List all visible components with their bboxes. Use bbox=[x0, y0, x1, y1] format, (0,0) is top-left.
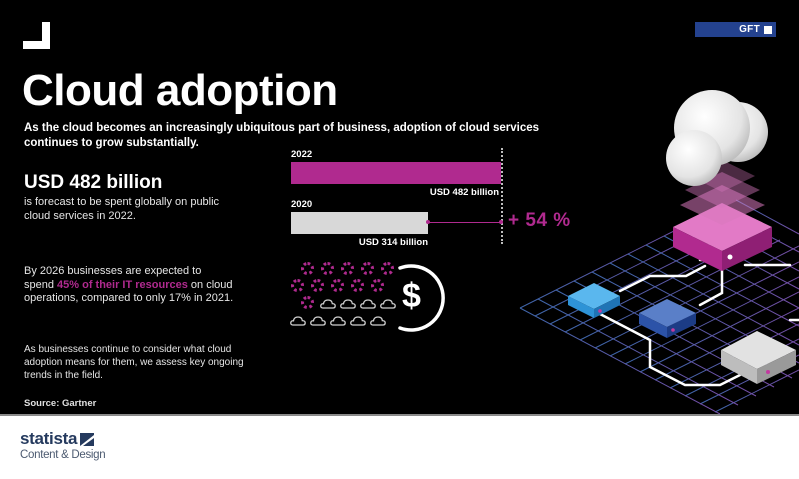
cloud-icon bbox=[350, 316, 366, 326]
reference-dotted-line bbox=[501, 148, 503, 244]
spending-bar-chart: 2022 USD 482 billion 2020 USD 314 billio… bbox=[291, 148, 571, 248]
cloud-3d-icon bbox=[666, 90, 768, 186]
cloud-icon bbox=[330, 316, 346, 326]
cloud-icon bbox=[290, 316, 306, 326]
cloud-network-illustration bbox=[519, 90, 799, 414]
para2-text-pre: By 2026 businesses are expected to spend bbox=[24, 265, 202, 291]
gear-icon bbox=[301, 262, 314, 275]
light-blue-server-icon bbox=[568, 283, 620, 318]
para2-highlight: 45% of their IT resources bbox=[57, 278, 188, 291]
brand-tag-label: GFT bbox=[739, 24, 760, 35]
gear-icon bbox=[351, 279, 364, 292]
value-label-2022: USD 482 billion bbox=[429, 187, 499, 198]
connector-dot-start bbox=[426, 220, 430, 224]
growth-connector-line bbox=[428, 222, 501, 223]
cloud-icon bbox=[360, 299, 376, 309]
page-subtitle: As the cloud becomes an increasingly ubi… bbox=[24, 122, 540, 149]
bar-2022 bbox=[291, 162, 501, 184]
growth-percentage: + 54 % bbox=[508, 210, 571, 231]
logo-name: statista bbox=[20, 429, 78, 448]
square-icon bbox=[764, 25, 772, 34]
gear-icon bbox=[341, 262, 354, 275]
trends-paragraph: As businesses continue to consider what … bbox=[24, 344, 244, 381]
para2-text-post: on cloud operations, compared to only 17… bbox=[24, 278, 234, 305]
cloud-icon bbox=[310, 316, 326, 326]
connector-dot-end bbox=[499, 220, 503, 224]
panel-divider bbox=[0, 414, 799, 416]
gray-server-icon bbox=[721, 331, 796, 384]
page-title: Cloud adoption bbox=[22, 66, 338, 115]
gear-icon bbox=[291, 279, 304, 292]
big-stat-value: USD 482 billion bbox=[24, 172, 163, 193]
infographic-panel: GFT Cloud adoption As the cloud becomes … bbox=[0, 0, 799, 414]
gear-icon bbox=[371, 279, 384, 292]
cloud-icon bbox=[380, 299, 396, 309]
cloud-icon bbox=[320, 299, 336, 309]
statista-logo-icon bbox=[80, 432, 95, 446]
value-label-2020: USD 314 billion bbox=[358, 237, 428, 248]
dollar-sign: $ bbox=[402, 277, 421, 315]
bar-2020 bbox=[291, 212, 428, 234]
gear-icon bbox=[361, 262, 374, 275]
gear-icon bbox=[331, 279, 344, 292]
gear-icon bbox=[321, 262, 334, 275]
year-label-2022: 2022 bbox=[291, 149, 313, 160]
it-resources-paragraph: By 2026 businesses are expected to spend… bbox=[24, 265, 234, 306]
dark-blue-server-icon bbox=[639, 299, 696, 338]
gear-icon bbox=[311, 279, 324, 292]
gear-icon bbox=[301, 296, 314, 309]
gft-brand-tag: GFT bbox=[695, 22, 776, 37]
source-note: Source: Gartner bbox=[24, 398, 97, 409]
cloud-icon bbox=[370, 316, 386, 326]
statista-logo[interactable]: statista Content & Design bbox=[20, 429, 106, 462]
logo-subtitle: Content & Design bbox=[20, 449, 106, 461]
year-label-2020: 2020 bbox=[291, 199, 313, 210]
cloud-icon bbox=[340, 299, 356, 309]
dollar-circle-icon: $ bbox=[378, 258, 458, 338]
big-stat-description: is forecast to be spent globally on publ… bbox=[24, 196, 220, 222]
gear-icon bbox=[381, 262, 394, 275]
corner-bracket-icon bbox=[23, 22, 50, 49]
